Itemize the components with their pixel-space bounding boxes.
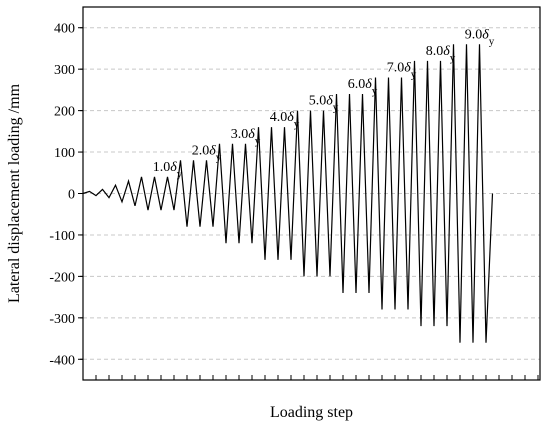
y-axis-title: Lateral displacement loading /mm (6, 83, 23, 303)
annotation-value: 7.0 (387, 60, 405, 75)
y-tick-label: 400 (54, 22, 75, 37)
y-tick-label: 200 (54, 105, 75, 120)
level-annotation: 5.0δy (309, 94, 339, 114)
annotation-subscript: y (177, 168, 183, 180)
annotation-value: 8.0 (426, 44, 444, 59)
series-group (82, 44, 494, 343)
annotation-subscript: y (450, 52, 456, 64)
annotation-symbol: δ (248, 127, 255, 142)
y-tick-label: 300 (54, 63, 75, 78)
level-annotation: 3.0δy (231, 127, 261, 147)
annotation-symbol: δ (170, 160, 177, 175)
annotation-subscript: y (372, 85, 378, 97)
annotation-value: 9.0 (465, 27, 483, 42)
annotation-subscript: y (216, 151, 222, 163)
level-annotation: 8.0δy (426, 44, 456, 64)
annotation-value: 6.0 (348, 77, 366, 92)
annotation-symbol: δ (482, 27, 489, 42)
level-annotation: 7.0δy (387, 60, 417, 80)
level-annotation: 6.0δy (348, 77, 378, 97)
annotation-value: 4.0 (270, 110, 288, 125)
y-tick-label: -300 (49, 312, 75, 327)
annotation-symbol: δ (209, 143, 216, 158)
annotation-symbol: δ (404, 60, 411, 75)
annotation-subscript: y (411, 68, 417, 80)
annotation-subscript: y (294, 118, 300, 130)
annotation-value: 5.0 (309, 94, 327, 109)
annotation-subscript: y (489, 35, 495, 47)
level-annotation: 9.0δy (465, 27, 495, 47)
annotation-symbol: δ (287, 110, 294, 125)
annotations-group: 1.0δy2.0δy3.0δy4.0δy5.0δy6.0δy7.0δy8.0δy… (153, 27, 495, 180)
annotation-symbol: δ (326, 94, 333, 109)
y-tick-label: 0 (68, 188, 75, 203)
series-line (82, 44, 494, 343)
annotation-subscript: y (333, 102, 339, 114)
annotation-value: 1.0 (153, 160, 171, 175)
y-tick-label: -400 (49, 353, 75, 368)
y-tick-label: -100 (49, 229, 75, 244)
y-tick-label: -200 (49, 270, 75, 285)
level-annotation: 4.0δy (270, 110, 300, 130)
level-annotation: 1.0δy (153, 160, 183, 180)
annotation-value: 3.0 (231, 127, 249, 142)
y-tick-label: 100 (54, 146, 75, 161)
annotation-value: 2.0 (192, 143, 210, 158)
annotation-symbol: δ (443, 44, 450, 59)
y-ticks-group: -400 -300 -200 -100 0 100 200 300 400 (49, 22, 83, 368)
annotation-subscript: y (255, 135, 261, 147)
level-annotation: 2.0δy (192, 143, 222, 163)
x-axis-title: Loading step (270, 404, 353, 421)
annotation-symbol: δ (365, 77, 372, 92)
